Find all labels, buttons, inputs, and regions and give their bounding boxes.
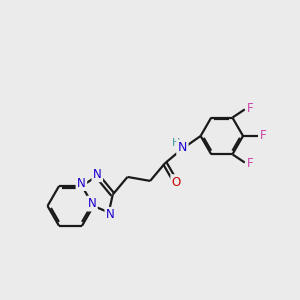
Text: N: N bbox=[106, 208, 115, 221]
Text: H: H bbox=[172, 138, 181, 148]
Text: F: F bbox=[247, 157, 253, 170]
Text: N: N bbox=[77, 177, 86, 190]
Text: N: N bbox=[178, 141, 187, 154]
Text: F: F bbox=[247, 102, 253, 115]
Text: N: N bbox=[88, 197, 96, 210]
Text: F: F bbox=[260, 130, 267, 142]
Text: N: N bbox=[93, 168, 102, 181]
Text: O: O bbox=[172, 176, 181, 189]
